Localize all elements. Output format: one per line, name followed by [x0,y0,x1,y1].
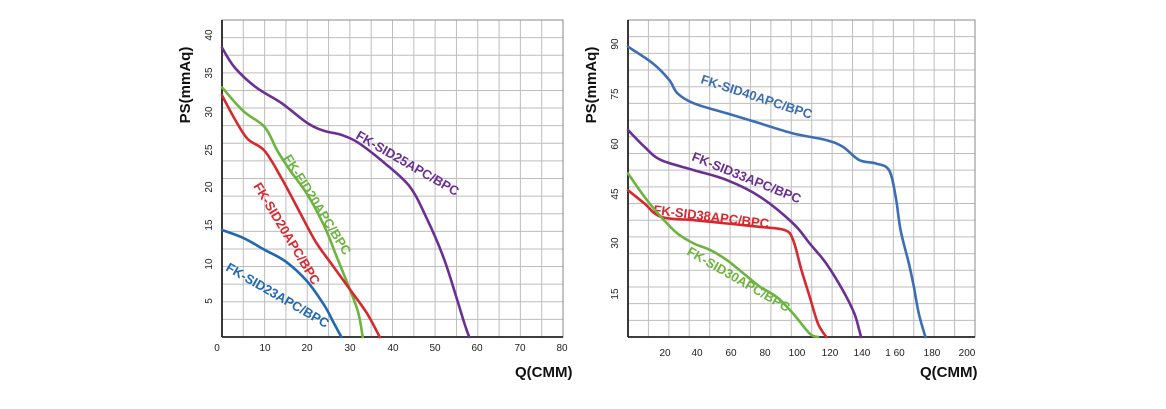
x-tick-label: 180 [924,348,941,359]
series-line [220,86,364,339]
y-tick-label: 15 [610,288,621,300]
x-tick-label: 70 [514,343,526,354]
right-chart: 20 40 60 80 100 120 140 1 60 180 200 15 30 45 60 75 90 Q… [583,19,977,381]
series-line [626,128,863,339]
series-line [220,94,381,339]
y-axis-title: PS(mmAq) [177,47,194,124]
x-axis-title: Q(CMM) [920,364,977,381]
x-tick-label: 80 [759,348,771,359]
x-tick-label: 60 [725,348,737,359]
y-tick-label: 15 [204,219,215,231]
x-tick-label: 100 [789,348,806,359]
y-tick-label: 45 [610,188,621,200]
y-tick-label: 30 [204,106,215,118]
y-tick-label: 5 [204,298,215,304]
x-tick-label: 120 [822,348,839,359]
x-tick-label: 80 [556,343,568,354]
plot-area [628,20,975,337]
y-tick-label: 90 [610,38,621,50]
x-tick-label: 0 [214,343,220,354]
y-tick-label: 10 [204,258,215,270]
x-tick-label: 1 60 [885,348,905,359]
x-tick-label: 140 [854,348,871,359]
x-tick-label: 20 [301,343,313,354]
x-tick-label: 50 [429,343,441,354]
x-axis-title: Q(CMM) [515,364,572,381]
x-tick-label: 60 [471,343,483,354]
x-tick-label: 30 [344,343,356,354]
y-tick-label: 40 [204,29,215,41]
x-tick-label: 200 [959,348,976,359]
y-axis-title: PS(mmAq) [583,47,600,124]
grid [222,20,563,337]
x-tick-label: 20 [659,348,671,359]
series-line [626,172,820,339]
x-tick-label: 40 [691,348,703,359]
series-line [220,228,343,339]
y-tick-label: 30 [610,237,621,249]
y-tick-label: 25 [204,144,215,156]
y-tick-label: 60 [610,138,621,150]
x-tick-label: 10 [259,343,271,354]
y-tick-label: 20 [204,181,215,193]
series-line [626,45,927,339]
y-tick-label: 35 [204,67,215,79]
left-chart: 0 10 20 30 40 50 60 70 80 5 10 15 20 25 30 35 40 Q(CMM) PS… [177,19,572,381]
x-tick-label: 40 [387,343,399,354]
series-line [220,46,471,339]
y-tick-label: 75 [610,88,621,100]
